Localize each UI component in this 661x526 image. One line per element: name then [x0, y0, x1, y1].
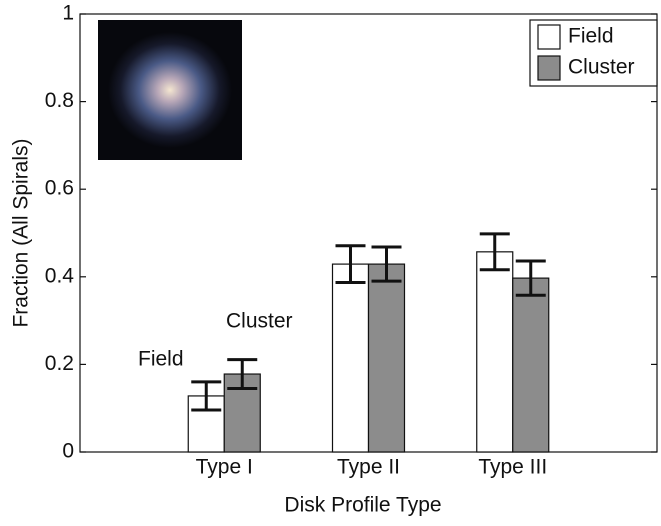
y-tick-label: 0.8 — [45, 89, 74, 112]
y-tick-label: 0.4 — [45, 264, 75, 287]
page: {"chart_data": {"type": "bar", "x_label"… — [0, 0, 661, 526]
bar — [477, 252, 513, 452]
legend-swatch — [538, 56, 560, 80]
legend-swatch — [538, 25, 560, 49]
bar — [333, 264, 369, 452]
x-tick-label: Type I — [196, 456, 253, 479]
chart: 0 0.2 0.4 0.6 0.8 1 Type I Type II Type III Disk… — [0, 0, 661, 526]
x-tick-label: Type III — [478, 456, 547, 479]
x-axis-label: Disk Profile Type — [284, 494, 441, 517]
y-tick-label: 0.2 — [45, 352, 74, 375]
bar — [369, 264, 405, 452]
y-tick-label: 0 — [62, 440, 74, 463]
y-axis-label: Fraction (All Spirals) — [10, 138, 33, 327]
bar — [513, 278, 549, 452]
x-tick-label: Type II — [337, 456, 400, 479]
legend-label: Field — [568, 25, 614, 48]
annotation: Cluster — [226, 310, 293, 333]
y-tick-label: 0.6 — [45, 177, 74, 200]
annotation: Field — [138, 348, 184, 371]
galaxy-image-glow — [108, 32, 232, 148]
legend: Field Cluster — [530, 20, 657, 86]
y-tick-label: 1 — [62, 2, 74, 25]
legend-label: Cluster — [568, 56, 635, 79]
